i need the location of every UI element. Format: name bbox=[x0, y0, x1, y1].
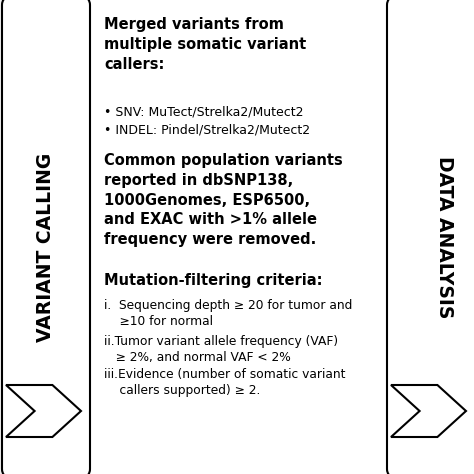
FancyBboxPatch shape bbox=[80, 0, 396, 474]
Text: • SNV: MuTect/Strelka2/Mutect2: • SNV: MuTect/Strelka2/Mutect2 bbox=[104, 105, 303, 118]
Text: iii.Evidence (number of somatic variant
    callers supported) ≥ 2.: iii.Evidence (number of somatic variant … bbox=[104, 368, 346, 397]
Text: ii.Tumor variant allele frequency (VAF)
   ≥ 2%, and normal VAF < 2%: ii.Tumor variant allele frequency (VAF) … bbox=[104, 335, 338, 364]
Text: Common population variants
reported in dbSNP138,
1000Genomes, ESP6500,
and EXAC : Common population variants reported in d… bbox=[104, 153, 343, 247]
Text: DATA ANALYSIS: DATA ANALYSIS bbox=[436, 156, 455, 318]
Text: Mutation-filtering criteria:: Mutation-filtering criteria: bbox=[104, 273, 322, 288]
Text: i.  Sequencing depth ≥ 20 for tumor and
    ≥10 for normal: i. Sequencing depth ≥ 20 for tumor and ≥… bbox=[104, 299, 352, 328]
FancyBboxPatch shape bbox=[2, 0, 90, 474]
FancyBboxPatch shape bbox=[387, 0, 474, 474]
Text: Merged variants from
multiple somatic variant
callers:: Merged variants from multiple somatic va… bbox=[104, 17, 306, 72]
Polygon shape bbox=[391, 385, 466, 437]
Text: • INDEL: Pindel/Strelka2/Mutect2: • INDEL: Pindel/Strelka2/Mutect2 bbox=[104, 123, 310, 136]
Text: VARIANT CALLING: VARIANT CALLING bbox=[36, 152, 55, 342]
Polygon shape bbox=[6, 385, 81, 437]
